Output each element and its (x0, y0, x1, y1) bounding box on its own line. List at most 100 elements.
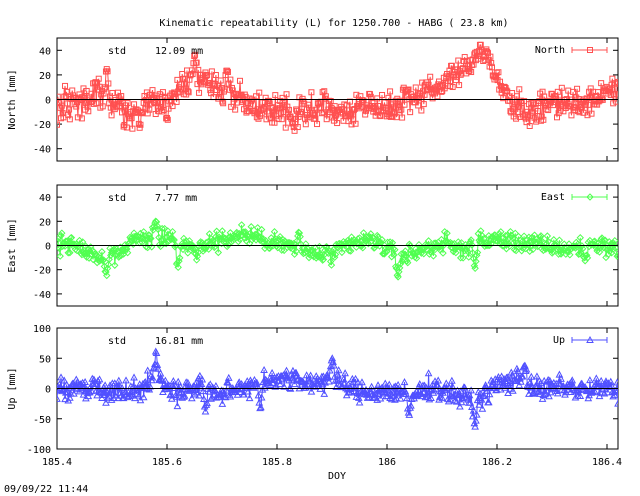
data-point (278, 246, 286, 254)
data-point (536, 98, 543, 105)
data-point (504, 388, 512, 396)
data-point (384, 385, 393, 393)
data-point (187, 241, 195, 249)
data-point (601, 236, 609, 244)
data-point (594, 382, 603, 390)
data-point (571, 393, 580, 401)
data-point (107, 395, 116, 403)
data-point (197, 379, 206, 388)
data-point (592, 374, 601, 382)
data-point (386, 238, 394, 246)
data-point (442, 379, 451, 387)
data-point (420, 101, 427, 108)
data-point (477, 395, 486, 403)
data-point (78, 250, 86, 259)
data-point (360, 97, 367, 104)
data-point (204, 245, 213, 253)
data-point (403, 257, 411, 265)
data-point (399, 114, 406, 121)
data-point (568, 376, 577, 384)
data-point (497, 372, 506, 380)
data-point (318, 380, 327, 388)
data-point (110, 245, 118, 253)
y-tick-label: 50 (39, 354, 51, 365)
data-point (516, 86, 523, 93)
data-point (610, 391, 618, 399)
data-point (57, 384, 63, 392)
data-point (199, 387, 207, 395)
data-point (118, 93, 125, 100)
data-point (533, 372, 541, 380)
data-point (583, 254, 592, 262)
data-point (141, 232, 149, 240)
data-point (104, 68, 111, 75)
std-value: 16.81 mm (155, 336, 203, 347)
data-point (614, 80, 618, 87)
data-point (92, 79, 99, 86)
data-point (208, 68, 215, 75)
data-point (428, 245, 437, 254)
data-point (168, 227, 177, 236)
data-point (395, 268, 403, 276)
data-point (254, 233, 263, 241)
data-point (318, 110, 325, 117)
data-point (464, 58, 471, 65)
data-point (166, 98, 173, 105)
data-point (613, 378, 618, 386)
data-point (591, 237, 599, 245)
y-axis-label: Up [mm] (7, 367, 18, 409)
data-point (417, 249, 426, 257)
data-point (78, 378, 87, 386)
x-tick-label: 185.8 (262, 457, 292, 468)
data-point (206, 239, 214, 247)
data-point (75, 387, 84, 395)
timestamp: 09/09/22 11:44 (4, 484, 88, 495)
data-point (385, 243, 393, 251)
data-point (554, 114, 561, 121)
data-point (245, 394, 254, 402)
data-point (484, 241, 492, 250)
data-point (57, 252, 64, 260)
data-point (207, 87, 214, 94)
data-point (81, 377, 89, 386)
data-point (578, 245, 587, 253)
panel-east: -40 -20 0 20 40 East [mm] std 7.77 mm East (7, 184, 619, 307)
data-point (345, 247, 353, 255)
data-point (438, 394, 447, 402)
data-point (467, 386, 475, 394)
data-point (111, 261, 119, 269)
data-point (362, 111, 369, 118)
data-point (432, 87, 439, 94)
data-point (358, 378, 366, 386)
data-point (374, 95, 381, 102)
data-point (386, 112, 393, 119)
data-point (106, 386, 115, 394)
data-point (381, 248, 389, 256)
data-point (544, 375, 553, 383)
data-point (191, 52, 198, 59)
data-point (64, 249, 72, 257)
data-point (319, 89, 326, 96)
data-point (116, 103, 123, 110)
data-point (439, 249, 447, 257)
data-point (270, 228, 279, 236)
data-point (388, 101, 395, 108)
data-point (257, 393, 266, 401)
data-point (478, 404, 487, 412)
data-point (468, 69, 475, 76)
data-point (91, 249, 100, 258)
data-point (596, 388, 605, 396)
data-point (538, 394, 547, 402)
data-point (284, 103, 291, 110)
data-point (581, 382, 589, 391)
data-point (393, 114, 400, 121)
data-point (194, 81, 201, 88)
data-point (437, 235, 446, 244)
data-point (278, 116, 285, 123)
data-point (154, 225, 162, 234)
data-point (582, 251, 591, 259)
data-point (180, 76, 187, 83)
data-point (224, 67, 231, 74)
std-label: std (108, 46, 126, 57)
